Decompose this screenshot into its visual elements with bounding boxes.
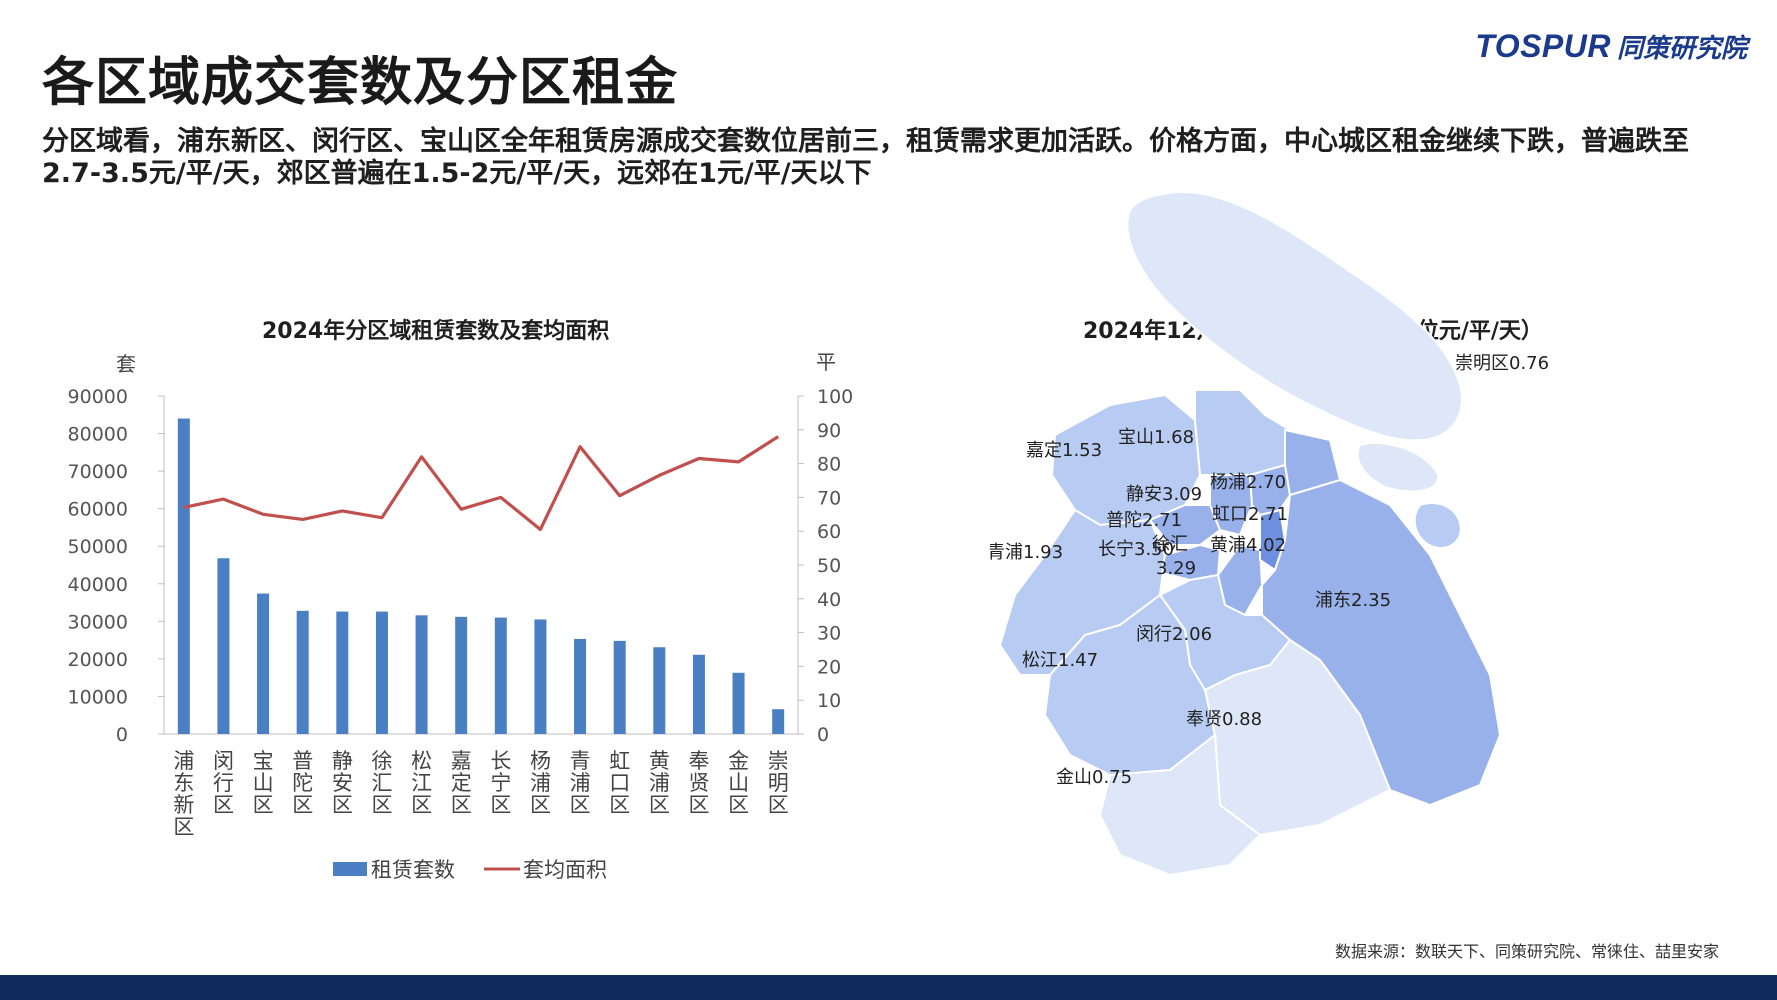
bar-静安区 bbox=[336, 611, 349, 734]
right-tick-label: 60 bbox=[817, 521, 841, 543]
left-axis-label: 套 bbox=[116, 352, 136, 376]
map-label-闵行: 闵行2.06 bbox=[1136, 624, 1212, 645]
right-tick-label: 80 bbox=[817, 454, 841, 476]
bar-普陀区 bbox=[296, 610, 309, 734]
category-label: 黄浦区 bbox=[649, 749, 670, 817]
bar-崇明区 bbox=[772, 709, 785, 734]
legend-bar-label: 租赁套数 bbox=[371, 858, 455, 882]
category-label: 徐汇区 bbox=[371, 749, 392, 817]
map-label-徐汇: 徐汇 bbox=[1152, 534, 1188, 555]
left-tick-label: 40000 bbox=[68, 574, 128, 596]
map-label-xuhui-value: 3.29 bbox=[1156, 558, 1196, 579]
logo-text-en: TOSPUR bbox=[1475, 28, 1611, 64]
category-labels: 浦东新区闵行区宝山区普陀区静安区徐汇区松江区嘉定区长宁区杨浦区青浦区虹口区黄浦区… bbox=[173, 749, 788, 839]
footer-bar bbox=[0, 975, 1777, 1000]
right-tick-label: 50 bbox=[817, 555, 841, 577]
category-label: 金山区 bbox=[728, 749, 749, 817]
bar-嘉定区 bbox=[455, 616, 468, 734]
bar-闵行区 bbox=[217, 558, 230, 734]
left-tick-label: 30000 bbox=[68, 611, 128, 633]
category-label: 长宁区 bbox=[490, 749, 511, 817]
logo-text-cn: 同策研究院 bbox=[1616, 34, 1747, 64]
category-label: 静安区 bbox=[332, 749, 353, 817]
left-tick-label: 90000 bbox=[68, 386, 128, 408]
bar-宝山区 bbox=[257, 593, 270, 734]
bar-奉贤区 bbox=[692, 654, 705, 734]
map-label-静安: 静安3.09 bbox=[1126, 484, 1202, 505]
left-tick-label: 0 bbox=[116, 724, 128, 746]
map-label-长宁: 长宁3.50 bbox=[1098, 539, 1174, 560]
left-tick-label: 10000 bbox=[68, 686, 128, 708]
right-tick-label: 0 bbox=[817, 724, 829, 746]
bar-虹口区 bbox=[613, 640, 626, 734]
bar-杨浦区 bbox=[534, 619, 547, 734]
category-label: 浦东新区 bbox=[173, 749, 194, 839]
right-axis-label: 平 bbox=[816, 350, 836, 374]
bar-长宁区 bbox=[494, 617, 507, 734]
category-label: 闵行区 bbox=[213, 749, 234, 817]
shanghai-rent-map: 崇明区0.76 嘉定1.53 宝山1.68 杨浦2.70 静安3.09 虹口2.71 普陀2… bbox=[990, 190, 1549, 877]
category-label: 崇明区 bbox=[768, 749, 789, 817]
category-label: 杨浦区 bbox=[530, 749, 551, 817]
map-label-宝山: 宝山1.68 bbox=[1118, 427, 1194, 448]
map-region-changxing bbox=[1356, 442, 1440, 493]
map-label-浦东: 浦东2.35 bbox=[1315, 590, 1391, 611]
bar-松江区 bbox=[415, 615, 428, 734]
right-tick-label: 10 bbox=[817, 690, 841, 712]
rental-bar-line-chart: 套 平 0 10000 20000 30000 40000 50000 60000 70000… bbox=[68, 350, 854, 882]
map-labels: 崇明区0.76 嘉定1.53 宝山1.68 杨浦2.70 静安3.09 虹口2.71 普陀2… bbox=[990, 353, 1549, 788]
bar-series bbox=[177, 418, 785, 734]
map-region-pudong bbox=[1261, 478, 1502, 807]
map-region-chongming bbox=[1126, 190, 1463, 442]
map-region-baoshan bbox=[1194, 389, 1292, 476]
bar-chart-title: 2024年分区域租赁套数及套均面积 bbox=[262, 319, 610, 344]
legend-line-label: 套均面积 bbox=[523, 858, 607, 882]
map-label-嘉定: 嘉定1.53 bbox=[1026, 440, 1102, 461]
tospur-logo: TOSPUR 同策研究院 bbox=[1475, 28, 1747, 65]
right-tick-label: 20 bbox=[817, 656, 841, 678]
left-tick-label: 70000 bbox=[68, 461, 128, 483]
bar-徐汇区 bbox=[375, 611, 388, 734]
category-label: 宝山区 bbox=[253, 749, 274, 817]
map-label-青浦: 青浦1.93 bbox=[990, 542, 1063, 563]
data-source: 数据来源：数联天下、同策研究院、常徕住、喆里安家 bbox=[1334, 942, 1719, 961]
category-label: 奉贤区 bbox=[688, 749, 709, 817]
right-tick-label: 100 bbox=[817, 386, 853, 408]
category-label: 虹口区 bbox=[609, 749, 630, 817]
right-tick-label: 40 bbox=[817, 589, 841, 611]
map-label-黄浦: 黄浦4.02 bbox=[1210, 535, 1286, 556]
map-label-杨浦: 杨浦2.70 bbox=[1210, 472, 1286, 493]
left-tick-label: 80000 bbox=[68, 424, 128, 446]
bar-金山区 bbox=[732, 672, 745, 734]
map-label-虹口: 虹口2.71 bbox=[1212, 504, 1288, 525]
bar-青浦区 bbox=[574, 638, 587, 734]
bar-浦东新区 bbox=[177, 418, 190, 734]
category-label: 普陀区 bbox=[292, 749, 313, 817]
page-subtitle: 分区域看，浦东新区、闵行区、宝山区全年租赁房源成交套数位居前三，租赁需求更加活跃… bbox=[42, 126, 1689, 189]
map-label-松江: 松江1.47 bbox=[1022, 650, 1098, 671]
left-tick-label: 50000 bbox=[68, 536, 128, 558]
left-tick-label: 20000 bbox=[68, 649, 128, 671]
map-label-奉贤: 奉贤0.88 bbox=[1186, 709, 1262, 730]
map-label-崇明区: 崇明区0.76 bbox=[1455, 353, 1549, 374]
category-label: 松江区 bbox=[411, 749, 432, 817]
map-label-金山: 金山0.75 bbox=[1056, 767, 1132, 788]
map-region-hengsha bbox=[1413, 502, 1462, 549]
right-tick-label: 90 bbox=[817, 420, 841, 442]
map-region-jinshan bbox=[1098, 733, 1262, 877]
category-label: 青浦区 bbox=[570, 749, 591, 817]
right-tick-label: 70 bbox=[817, 487, 841, 509]
right-tick-labels: 0 10 20 30 40 50 60 70 80 90 100 bbox=[798, 386, 853, 746]
legend-bar-swatch bbox=[333, 862, 367, 876]
line-series bbox=[183, 435, 780, 532]
right-tick-label: 30 bbox=[817, 623, 841, 645]
map-label-普陀: 普陀2.71 bbox=[1106, 510, 1182, 531]
category-label: 嘉定区 bbox=[451, 749, 472, 817]
left-tick-label: 60000 bbox=[68, 499, 128, 521]
left-tick-labels: 0 10000 20000 30000 40000 50000 60000 70000 8000… bbox=[68, 386, 164, 746]
chart-legend: 租赁套数 套均面积 bbox=[333, 858, 607, 882]
bar-黄浦区 bbox=[653, 647, 666, 734]
page-title: 各区域成交套数及分区租金 bbox=[42, 53, 679, 113]
